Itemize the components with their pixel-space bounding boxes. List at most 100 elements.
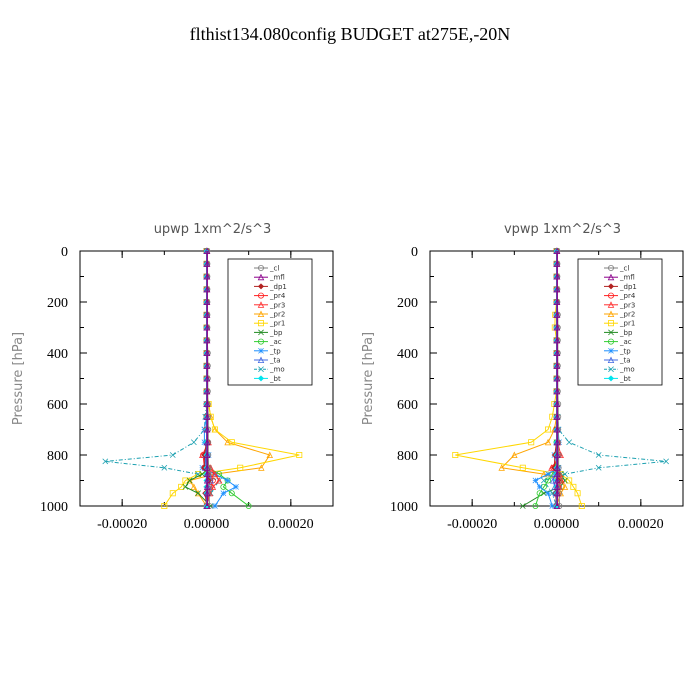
panels-group: upwp 1xm^2/s^3 Pressure [hPa] 0 200 400 600 80… xyxy=(11,222,684,532)
data-point xyxy=(203,387,211,395)
data-point xyxy=(182,477,189,484)
data-point xyxy=(553,247,561,255)
x-tick-label: -0.00020 xyxy=(97,517,147,532)
data-point xyxy=(562,471,568,478)
legend-marker xyxy=(608,292,615,299)
legend-label: _pr2 xyxy=(619,311,635,319)
panel-1: upwp 1xm^2/s^3 Pressure [hPa] 0 200 400 600 80… xyxy=(11,222,334,532)
data-point xyxy=(553,349,561,357)
legend-marker xyxy=(258,347,264,354)
data-point xyxy=(203,502,211,510)
legend-marker xyxy=(607,356,615,364)
data-point xyxy=(178,483,185,490)
data-point xyxy=(203,413,211,420)
data-point xyxy=(296,451,303,458)
legend-marker xyxy=(257,320,264,327)
data-point xyxy=(519,464,526,471)
data-point xyxy=(553,273,561,280)
data-point xyxy=(544,438,552,446)
data-point xyxy=(549,503,556,509)
series-line xyxy=(455,251,583,507)
legend-label: _pr4 xyxy=(269,292,286,300)
x-tick-label: 0.00020 xyxy=(618,517,664,532)
data-point xyxy=(203,324,211,331)
y-tick-label: 200 xyxy=(397,296,418,311)
data-point xyxy=(228,439,235,446)
data-point xyxy=(663,458,670,465)
data-point xyxy=(553,260,561,267)
data-point xyxy=(553,324,561,331)
legend-marker xyxy=(257,264,264,271)
data-point xyxy=(194,489,202,497)
data-point xyxy=(553,400,561,408)
data-point xyxy=(203,375,211,382)
data-point xyxy=(190,483,198,490)
data-point xyxy=(203,470,211,478)
data-point xyxy=(553,311,561,318)
data-point xyxy=(553,483,561,490)
legend-label: _mfl xyxy=(619,274,635,282)
data-point xyxy=(498,464,505,471)
legend-marker xyxy=(257,338,264,345)
data-point xyxy=(266,451,273,459)
legend-marker xyxy=(607,283,615,290)
y-tick-label: 400 xyxy=(397,347,418,362)
legend-marker xyxy=(257,283,265,290)
y-axis-label: Pressure [hPa] xyxy=(361,332,376,425)
data-point xyxy=(452,451,459,458)
data-point xyxy=(553,362,561,369)
legend-label: _tp xyxy=(619,347,631,355)
data-point xyxy=(203,349,211,357)
legend-label: _pr3 xyxy=(619,301,635,309)
data-point xyxy=(553,464,561,471)
data-point xyxy=(595,464,602,471)
legend-marker xyxy=(607,301,615,308)
data-point xyxy=(536,490,543,497)
x-tick-label: -0.00020 xyxy=(447,517,497,532)
data-point xyxy=(553,426,561,433)
legend-label: _bt xyxy=(619,375,631,383)
y-tick-label: 600 xyxy=(47,398,68,413)
data-point xyxy=(545,426,552,433)
data-point xyxy=(553,336,561,344)
legend-label: _cl xyxy=(269,265,279,273)
y-tick-label: 400 xyxy=(47,347,68,362)
legend-marker xyxy=(607,375,615,382)
figure-title: flthist134.080config BUDGET at275E,-20N xyxy=(190,24,511,44)
legend-label: _pr1 xyxy=(619,320,635,328)
data-point xyxy=(553,477,561,484)
data-point xyxy=(102,458,109,465)
legend-marker xyxy=(608,264,615,271)
data-point xyxy=(203,426,211,433)
y-tick-label: 600 xyxy=(397,398,418,413)
legend-label: _ac xyxy=(269,338,282,346)
data-point xyxy=(228,490,235,497)
data-point xyxy=(561,483,569,490)
data-point xyxy=(566,477,573,484)
data-point xyxy=(245,502,252,509)
data-point xyxy=(528,439,535,446)
data-point xyxy=(203,464,211,471)
legend-label: _ac xyxy=(619,338,632,346)
data-point xyxy=(237,464,244,471)
data-point xyxy=(532,477,539,484)
legend-marker xyxy=(257,310,265,318)
legend-label: _bt xyxy=(269,375,281,383)
data-point xyxy=(203,311,211,318)
data-point xyxy=(215,477,223,484)
data-point xyxy=(549,490,556,497)
y-tick-label: 800 xyxy=(397,449,418,464)
legend-box xyxy=(577,258,663,386)
legend-label: _mo xyxy=(619,366,635,374)
legend-box xyxy=(227,258,313,386)
data-point xyxy=(195,490,201,497)
data-point xyxy=(169,452,176,458)
legend-label: _dp1 xyxy=(269,283,287,291)
data-point xyxy=(203,298,211,306)
legend-marker xyxy=(608,329,614,336)
data-point xyxy=(211,470,219,478)
data-point xyxy=(203,285,211,293)
data-point xyxy=(595,452,602,458)
data-point xyxy=(562,477,568,484)
